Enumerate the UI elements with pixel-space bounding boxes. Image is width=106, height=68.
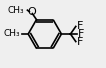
- Text: CH₃: CH₃: [7, 6, 24, 15]
- Text: CH₃: CH₃: [3, 30, 20, 38]
- Text: F: F: [77, 37, 83, 47]
- Text: O: O: [28, 7, 36, 17]
- Text: F: F: [77, 21, 83, 31]
- Text: F: F: [78, 29, 84, 39]
